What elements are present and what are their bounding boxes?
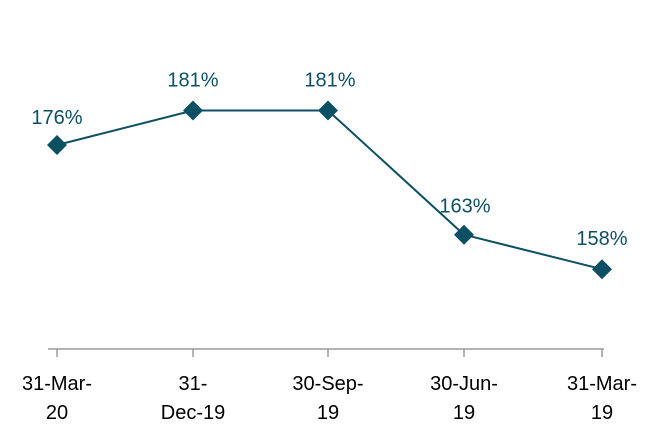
x-tick-label: 20: [46, 402, 68, 422]
x-axis-ticks: [56, 349, 603, 357]
data-point-marker: [592, 259, 612, 280]
x-tick-label: 31-Mar-: [22, 373, 92, 395]
data-point-marker: [47, 135, 67, 155]
data-label: 158%: [576, 228, 627, 250]
x-tick-label: 19: [317, 402, 339, 422]
series-line-segment: [327, 109, 465, 236]
series-line-segment: [56, 109, 194, 146]
x-tick-label: 31-Mar-: [567, 373, 637, 395]
series-line-segment: [463, 233, 603, 271]
series-markers: [47, 100, 612, 280]
series-lines: [56, 109, 603, 271]
x-tick-label: Dec-19: [161, 402, 225, 422]
x-tick-label: 30-Jun-: [430, 373, 498, 395]
x-tick-label: 30-Sep-: [292, 373, 363, 395]
x-tick-label: 31-: [179, 373, 208, 395]
data-point-marker: [318, 100, 338, 121]
data-label: 181%: [167, 70, 218, 92]
x-tick-label: 19: [591, 402, 613, 422]
data-point-marker: [183, 100, 203, 121]
data-point-marker: [454, 224, 474, 245]
series-data-labels: 176% 181% 181% 163% 158%: [31, 70, 627, 251]
x-tick-label: 19: [453, 402, 475, 422]
x-axis-tick-labels: 31-Mar- 20 31- Dec-19 30-Sep- 19 30-Jun- 19 31-M…: [22, 373, 637, 424]
data-label: 181%: [304, 70, 355, 92]
data-label: 163%: [439, 196, 490, 218]
data-label: 176%: [31, 107, 82, 129]
